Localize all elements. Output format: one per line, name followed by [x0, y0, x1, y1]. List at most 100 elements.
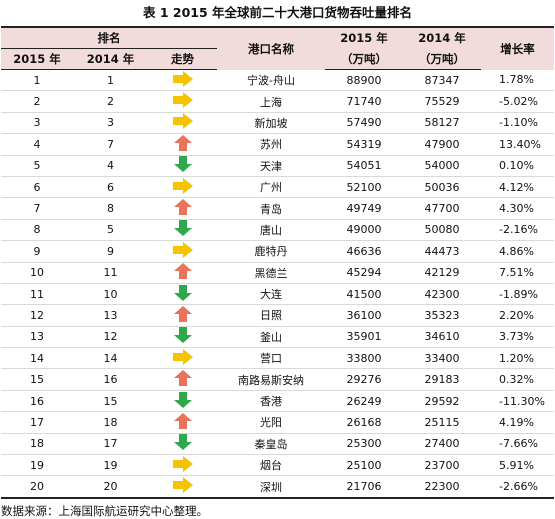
- volume-2015-cell: 52100: [325, 176, 404, 199]
- volume-2015-cell: 41500: [325, 283, 404, 306]
- rank-2015-header: 2015 年: [1, 48, 73, 70]
- rank-2015-cell: 19: [1, 454, 73, 477]
- volume-2015-cell: 33800: [325, 347, 404, 370]
- rank-2015-cell: 14: [1, 347, 73, 370]
- growth-header: 增长率: [481, 26, 555, 70]
- rank-2015-cell: 10: [1, 262, 73, 284]
- rank-2014-header: 2014 年: [73, 48, 148, 70]
- table-row: 1 1 宁波-舟山 88900 87347 1.78%: [1, 69, 555, 92]
- trend-cell: [148, 411, 218, 434]
- volume-2014-cell: 25115: [403, 411, 482, 434]
- port-name-cell: 新加坡: [217, 112, 326, 135]
- port-name-cell: 秦皇岛: [217, 433, 326, 456]
- port-name-cell: 上海: [217, 90, 326, 113]
- rank-2014-cell: 3: [73, 112, 148, 135]
- port-name-cell: 广州: [217, 176, 326, 199]
- table-row: 8 5 唐山 49000 50080 -2.16%: [1, 219, 555, 242]
- arrow-right-icon: [172, 92, 193, 111]
- table-row: 20 20 深圳 21706 22300 -2.66%: [1, 475, 555, 499]
- volume-2015-cell: 25100: [325, 454, 404, 477]
- growth-rate-cell: 1.20%: [481, 347, 555, 370]
- col-2014-header-line1: 2014 年: [403, 26, 482, 49]
- arrow-up-icon: [173, 199, 192, 218]
- arrow-right-icon: [172, 70, 193, 90]
- arrow-right-icon: [172, 455, 193, 475]
- growth-rate-cell: -5.02%: [481, 90, 555, 113]
- rank-2015-cell: 18: [1, 433, 73, 456]
- port-name-cell: 黑德兰: [217, 262, 326, 284]
- rank-2014-cell: 10: [73, 283, 148, 306]
- growth-rate-cell: -2.16%: [481, 219, 555, 242]
- trend-cell: [148, 283, 218, 306]
- col-2014-header-line2: （万吨）: [403, 48, 482, 70]
- trend-cell: [148, 69, 218, 92]
- volume-2015-cell: 71740: [325, 90, 404, 113]
- volume-2014-cell: 27400: [403, 433, 482, 456]
- volume-2014-cell: 47900: [403, 133, 482, 156]
- rank-2015-cell: 17: [1, 411, 73, 434]
- trend-cell: [148, 262, 218, 284]
- table-row: 18 17 秦皇岛 25300 27400 -7.66%: [1, 433, 555, 456]
- port-name-cell: 鹿特丹: [217, 240, 326, 263]
- growth-rate-cell: -2.66%: [481, 475, 555, 499]
- rank-2014-cell: 7: [73, 133, 148, 156]
- arrow-down-icon: [173, 434, 192, 453]
- volume-2015-cell: 88900: [325, 69, 404, 92]
- volume-2014-cell: 75529: [403, 90, 482, 113]
- port-name-cell: 营口: [217, 347, 326, 370]
- growth-rate-cell: 7.51%: [481, 262, 555, 284]
- table-row: 10 11 黑德兰 45294 42129 7.51%: [1, 262, 555, 284]
- rank-2015-cell: 13: [1, 326, 73, 349]
- rank-2014-cell: 20: [73, 475, 148, 499]
- trend-cell: [148, 176, 218, 199]
- volume-2014-cell: 42300: [403, 283, 482, 306]
- trend-cell: [148, 240, 218, 263]
- volume-2014-cell: 44473: [403, 240, 482, 263]
- port-name-cell: 烟台: [217, 454, 326, 477]
- table-row: 13 12 釜山 35901 34610 3.73%: [1, 326, 555, 349]
- volume-2015-cell: 46636: [325, 240, 404, 263]
- rank-2015-cell: 11: [1, 283, 73, 306]
- rank-2014-cell: 19: [73, 454, 148, 477]
- rank-2014-cell: 15: [73, 390, 148, 413]
- table-row: 5 4 天津 54051 54000 0.10%: [1, 155, 555, 177]
- growth-rate-cell: 0.10%: [481, 155, 555, 177]
- trend-cell: [148, 197, 218, 220]
- trend-cell: [148, 112, 218, 135]
- port-name-cell: 光阳: [217, 411, 326, 434]
- rank-2015-cell: 4: [1, 133, 73, 156]
- table-row: 15 16 南路易斯安纳 29276 29183 0.32%: [1, 368, 555, 391]
- port-name-cell: 青岛: [217, 197, 326, 220]
- growth-rate-cell: -7.66%: [481, 433, 555, 456]
- table-title: 表 1 2015 年全球前二十大港口货物吞吐量排名: [142, 5, 413, 20]
- arrow-up-icon: [173, 370, 192, 389]
- col-2015-header-line2: （万吨）: [325, 48, 404, 70]
- volume-2015-cell: 49749: [325, 197, 404, 220]
- volume-2015-cell: 21706: [325, 475, 404, 499]
- rank-2015-cell: 7: [1, 197, 73, 220]
- table-row: 6 6 广州 52100 50036 4.12%: [1, 176, 555, 199]
- port-name-cell: 釜山: [217, 326, 326, 349]
- arrow-up-icon: [173, 263, 192, 282]
- table-row: 2 2 上海 71740 75529 -5.02%: [1, 90, 555, 113]
- volume-2014-cell: 29183: [403, 368, 482, 391]
- rank-2014-cell: 2: [73, 90, 148, 113]
- trend-header: 走势: [148, 48, 218, 70]
- rank-2014-cell: 12: [73, 326, 148, 349]
- rank-2015-cell: 3: [1, 112, 73, 135]
- table-row: 3 3 新加坡 57490 58127 -1.10%: [1, 112, 555, 135]
- rank-2015-cell: 12: [1, 304, 73, 327]
- arrow-up-icon: [173, 305, 192, 325]
- volume-2014-cell: 33400: [403, 347, 482, 370]
- trend-cell: [148, 90, 218, 113]
- growth-rate-cell: -1.10%: [481, 112, 555, 135]
- rank-2014-cell: 16: [73, 368, 148, 391]
- arrow-down-icon: [173, 391, 192, 411]
- arrow-right-icon: [172, 477, 193, 496]
- arrow-up-icon: [173, 134, 192, 154]
- growth-rate-cell: 1.78%: [481, 69, 555, 92]
- growth-rate-cell: 4.86%: [481, 240, 555, 263]
- growth-rate-cell: 4.12%: [481, 176, 555, 199]
- volume-2014-cell: 35323: [403, 304, 482, 327]
- arrow-right-icon: [172, 348, 193, 368]
